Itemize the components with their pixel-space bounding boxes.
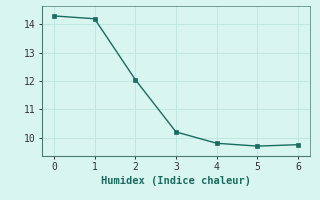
X-axis label: Humidex (Indice chaleur): Humidex (Indice chaleur) (101, 176, 251, 186)
